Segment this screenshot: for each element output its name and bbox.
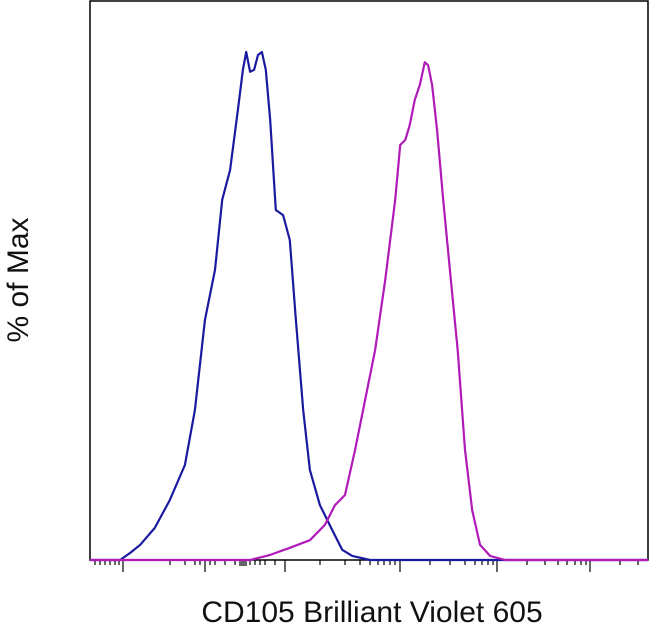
plot-frame (89, 0, 649, 561)
x-axis-ticks (94, 560, 639, 572)
y-axis-label: % of Max (2, 217, 35, 342)
histogram-line (90, 50, 648, 562)
histogram-line (90, 61, 648, 562)
x-axis-label: CD105 Brilliant Violet 605 (201, 596, 542, 629)
